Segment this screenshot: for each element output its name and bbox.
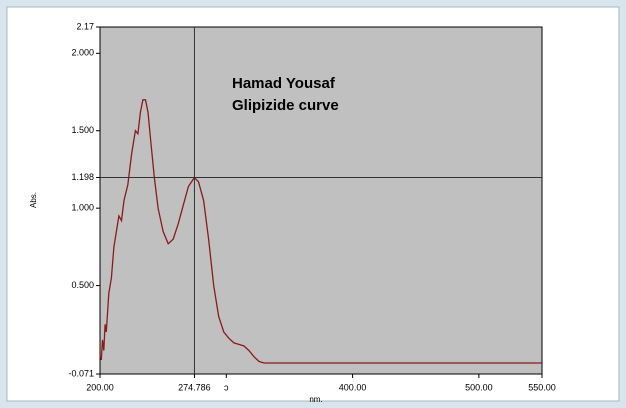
y-tick-label: -0.071 (68, 368, 94, 378)
y-axis-label: Abs. (29, 192, 38, 208)
x-tick-label: ɔ (224, 382, 229, 392)
x-tick-label: 400.00 (339, 382, 367, 392)
x-axis-label: nm. (309, 395, 322, 404)
x-tick-label: 274.786 (178, 382, 211, 392)
annotation: Hamad Yousaf (232, 75, 336, 92)
x-tick-label: 500.00 (465, 382, 493, 392)
plot-area (99, 26, 543, 375)
y-tick-label: 1.000 (71, 203, 94, 213)
annotation: Glipizide curve (232, 97, 339, 114)
x-tick-label: 200.00 (86, 382, 114, 392)
y-tick-label: 0.500 (71, 280, 94, 290)
y-tick-label: 2.000 (71, 48, 94, 58)
x-tick-label: 550.00 (528, 382, 556, 392)
y-tick-label: 2.17 (76, 21, 94, 31)
spectrum-line (99, 99, 542, 364)
y-tick-label: 1.500 (71, 125, 94, 135)
y-tick-label: 1.198 (71, 172, 94, 182)
